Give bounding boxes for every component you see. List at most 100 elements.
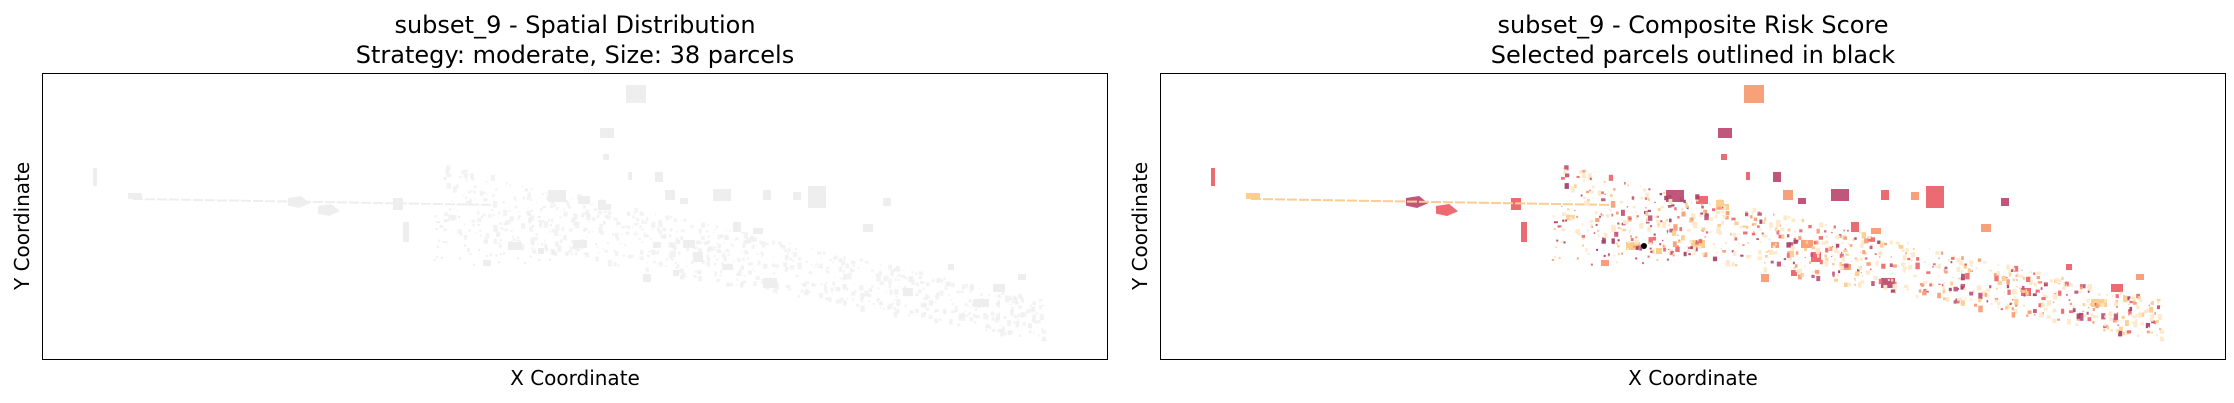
parcel-323 (1895, 241, 1900, 245)
parcel-704 (1770, 260, 1774, 264)
parcel-230 (1627, 241, 1631, 244)
parcel-390 (1685, 205, 1689, 208)
parcel-981 (1555, 246, 1557, 248)
parcel-32 (973, 299, 989, 307)
parcel-960 (961, 287, 965, 290)
parcel-255 (706, 230, 709, 233)
parcel-740 (1581, 173, 1586, 179)
parcel-244 (876, 297, 881, 301)
parcel-87 (713, 232, 715, 234)
parcel-423 (954, 308, 958, 313)
parcel-428 (604, 205, 609, 210)
parcel-167 (510, 229, 513, 233)
parcel-899 (2092, 307, 2095, 311)
parcel-821 (1654, 201, 1656, 204)
parcel-219 (1589, 189, 1591, 192)
parcel-993 (440, 257, 443, 259)
parcel-345 (905, 293, 908, 297)
parcel-318 (2040, 287, 2043, 290)
parcel-217 (927, 295, 931, 299)
parcel-125 (1902, 268, 1906, 272)
parcel-605 (1721, 210, 1725, 213)
parcel-236 (2011, 306, 2013, 308)
parcel-601 (1672, 252, 1676, 255)
parcel-728 (647, 216, 648, 219)
parcel-735 (725, 236, 730, 240)
parcel-500 (2123, 295, 2128, 303)
parcel-470 (903, 275, 906, 279)
parcel-622 (2012, 298, 2014, 301)
parcel-1007 (1597, 229, 1600, 232)
parcel-371 (1718, 199, 1723, 203)
parcel-752 (2125, 330, 2127, 333)
parcel-762 (826, 266, 830, 270)
parcel-637 (1718, 230, 1722, 235)
parcel-1007 (479, 229, 482, 232)
parcel-712 (577, 241, 581, 245)
parcel-691 (772, 289, 778, 293)
parcel-335 (1669, 228, 1673, 233)
parcel-274 (1585, 169, 1587, 172)
parcel-323 (777, 241, 782, 245)
parcel-784 (2038, 303, 2042, 308)
parcel-147 (2115, 299, 2119, 304)
parcel-162 (768, 278, 771, 281)
parcel-90 (811, 283, 815, 287)
parcel-649 (915, 272, 918, 275)
parcel-879 (888, 284, 892, 289)
parcel-434 (596, 246, 598, 248)
parcel-374 (1725, 260, 1730, 267)
parcel-198 (864, 290, 869, 297)
parcel-194 (1804, 265, 1806, 268)
parcel-482 (671, 250, 676, 258)
parcel-220 (1604, 193, 1606, 195)
parcel-504 (596, 214, 600, 219)
parcel-1008 (1599, 215, 1601, 218)
parcel-226 (2022, 304, 2025, 307)
parcel-972 (1666, 219, 1668, 222)
parcel-1029 (539, 223, 542, 226)
parcel-293 (503, 209, 507, 216)
parcel-187 (680, 274, 684, 280)
parcel-692 (490, 174, 496, 181)
parcel-172 (1857, 269, 1860, 272)
parcel-980 (1642, 262, 1644, 265)
parcel-815 (1898, 245, 1904, 249)
parcel-56 (1431, 201, 1441, 203)
parcel-121 (446, 165, 451, 171)
parcel-365 (798, 257, 802, 261)
parcel-52 (265, 200, 275, 203)
parcel-13 (1881, 190, 1889, 200)
parcel-720 (2146, 330, 2150, 334)
parcel-793 (519, 245, 522, 247)
parcel-727 (997, 294, 1001, 299)
parcel-38 (628, 172, 632, 180)
parcel-512 (937, 277, 941, 283)
parcel-816 (995, 313, 1001, 320)
parcel-385 (2027, 310, 2032, 314)
parcel-515 (1712, 208, 1716, 212)
parcel-836 (903, 290, 908, 293)
parcel-383 (761, 256, 763, 258)
parcel-334 (917, 289, 922, 294)
parcel-375 (2013, 308, 2018, 314)
parcel-920 (1021, 298, 1024, 303)
parcel-914 (1834, 258, 1837, 261)
parcel-589 (871, 285, 874, 289)
parcel-902 (789, 257, 793, 261)
parcel-828 (640, 250, 644, 255)
parcel-177 (2069, 302, 2072, 306)
parcel-197 (1614, 231, 1619, 237)
parcel-971 (1656, 259, 1659, 262)
parcel-508 (1018, 334, 1022, 337)
parcel-680 (1972, 289, 1975, 293)
parcel-48 (217, 199, 227, 202)
parcel-601 (554, 252, 558, 255)
parcel-431 (470, 173, 474, 178)
parcel-391 (645, 221, 648, 224)
parcel-519 (1947, 258, 1950, 262)
parcel-54 (289, 200, 299, 203)
parcel-594 (635, 231, 637, 233)
parcel-870 (714, 271, 717, 276)
parcel-908 (672, 245, 677, 250)
